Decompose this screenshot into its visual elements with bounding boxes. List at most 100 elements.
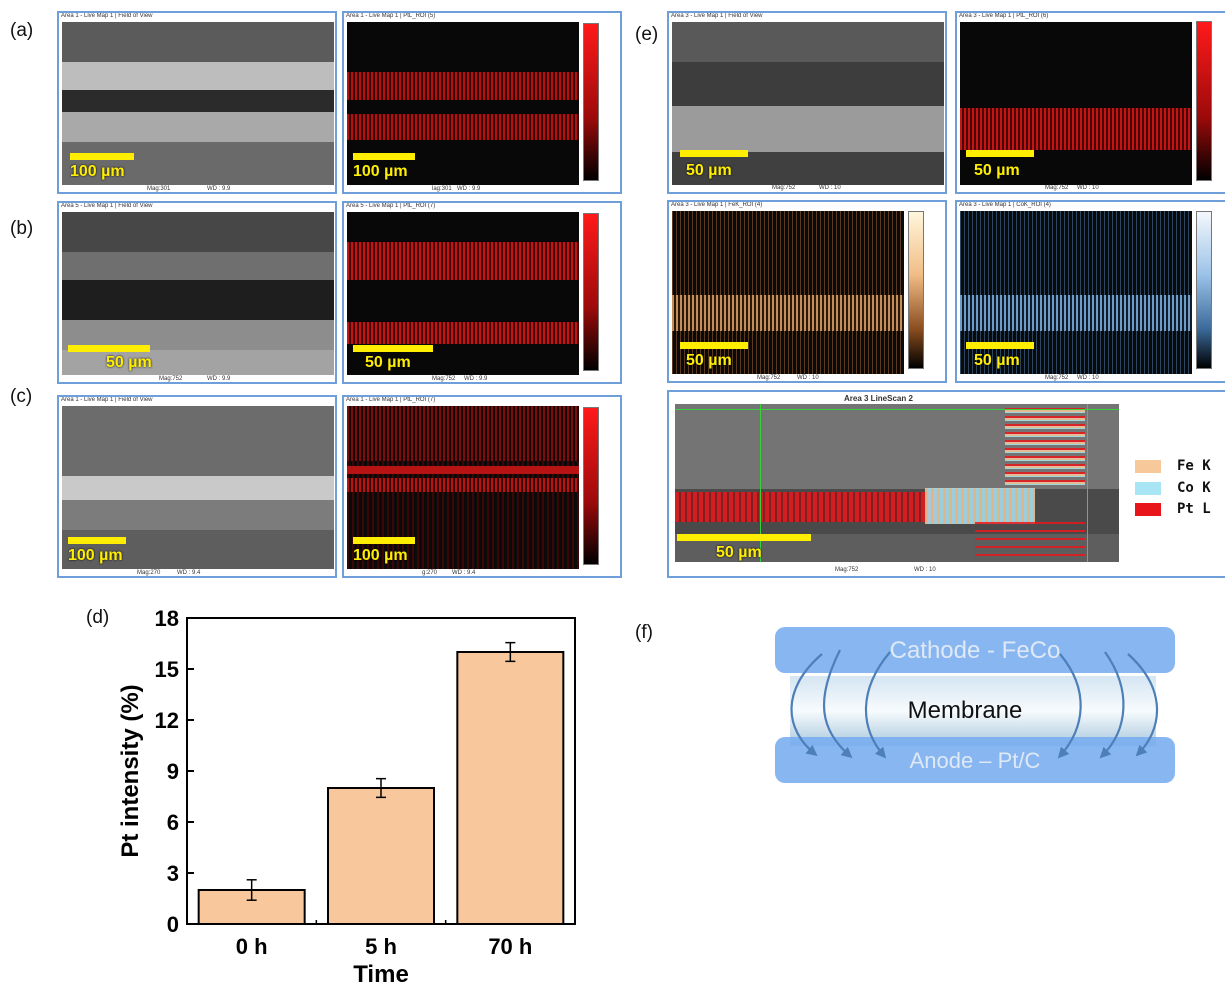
legend-label-co: Co K	[1177, 480, 1211, 496]
pt-elemental-map	[347, 22, 579, 185]
scale-bar	[68, 345, 150, 352]
membrane-schematic: Cathode - FeCo Membrane Anode – Pt/C	[775, 627, 1175, 783]
mag-label: lag:301	[432, 186, 452, 192]
scale-label: 100 µm	[68, 547, 123, 564]
x-axis-label: Time	[353, 961, 409, 988]
fe-map-e: Area 3 - Live Map 1 | FeK_ROI (4) 50 µm …	[667, 200, 947, 383]
cathode-label: Cathode - FeCo	[890, 637, 1061, 664]
mag-label: Mag:752	[1045, 185, 1069, 191]
scale-label: 50 µm	[686, 162, 732, 179]
sem-image-b: Area 5 - Live Map 1 | Field of View 50 µ…	[57, 201, 337, 384]
migration-arrow	[864, 651, 891, 759]
pt-colorbar	[583, 23, 599, 181]
y-tick-label: 9	[167, 759, 179, 784]
wd-label: WD : 10	[819, 185, 841, 191]
mag-label: Mag:270	[137, 570, 161, 576]
bar	[327, 787, 435, 925]
y-tick-label: 6	[167, 810, 179, 835]
wd-label: WD : 9.4	[452, 570, 476, 576]
wd-label: WD : 10	[1077, 185, 1099, 191]
map-title: Area 1 - Live Map 1 | PtL_ROI (7)	[346, 397, 436, 403]
map-title: Area 3 - Live Map 1 | CoK_ROI (4)	[959, 202, 1051, 208]
map-title: Area 1 - Live Map 1 | Field of View	[61, 397, 153, 403]
mag-label: Mag:301	[147, 186, 171, 192]
migration-arrow	[1057, 653, 1082, 759]
panel-label-c: (c)	[10, 386, 33, 407]
legend-swatch-co	[1135, 482, 1161, 495]
scale-bar	[966, 342, 1034, 349]
x-tick-label: 70 h	[488, 934, 532, 959]
wd-label: WD : 9.9	[457, 186, 481, 192]
legend-label-fe: Fe K	[1177, 458, 1211, 474]
map-title: Area 5 - Live Map 1 | PtL_ROI (7)	[346, 203, 436, 209]
scale-bar	[353, 537, 415, 544]
panel-label-a: (a)	[10, 20, 34, 41]
scale-label: 50 µm	[716, 544, 762, 561]
fe-colorbar	[908, 211, 924, 369]
y-tick-label: 18	[155, 606, 179, 631]
linescan-title: Area 3 LineScan 2	[844, 394, 913, 403]
co-map-e: Area 3 - Live Map 1 | CoK_ROI (4) 50 µm …	[955, 200, 1225, 383]
panel-label-d: (d)	[86, 607, 110, 628]
membrane-layer	[790, 676, 1156, 746]
sem-micrograph	[62, 22, 334, 185]
scale-label: 100 µm	[70, 163, 125, 180]
legend-swatch-pt	[1135, 503, 1161, 516]
scale-bar	[68, 537, 126, 544]
map-title: Area 1 - Live Map 1 | PtL_ROI (5)	[346, 13, 436, 19]
pt-intensity-bar-chart: 0 3 6 9 12 15 18 0 h 5 h 70 h Time Pt intensity (%)	[117, 606, 576, 988]
sem-image-e: Area 3 - Live Map 1 | Field of View 50 µ…	[667, 11, 947, 194]
migration-arrow	[790, 653, 823, 757]
sem-micrograph	[62, 212, 334, 375]
mag-label: g:270	[422, 570, 438, 576]
wd-label: WD : 9.9	[207, 376, 231, 382]
mag-label: Mag:752	[835, 567, 859, 573]
map-title: Area 3 - Live Map 1 | Field of View	[671, 13, 763, 19]
map-title: Area 1 - Live Map 1 | Field of View	[61, 13, 153, 19]
pt-elemental-map	[347, 406, 579, 569]
scale-bar	[353, 345, 433, 352]
scale-label: 50 µm	[974, 162, 1020, 179]
scale-label: 50 µm	[106, 354, 152, 371]
scale-bar	[680, 150, 748, 157]
anode-label: Anode – Pt/C	[910, 748, 1041, 773]
scale-bar	[353, 153, 415, 160]
scale-bar	[680, 342, 748, 349]
sem-micrograph	[62, 406, 334, 569]
pt-map-a: Area 1 - Live Map 1 | PtL_ROI (5) 100 µm…	[342, 11, 622, 194]
mag-label: Mag:752	[757, 375, 781, 381]
scale-label: 100 µm	[353, 547, 408, 564]
pt-colorbar	[583, 213, 599, 371]
wd-label: WD : 10	[797, 375, 819, 381]
migration-arrow	[822, 649, 853, 759]
mag-label: Mag:752	[1045, 375, 1069, 381]
scale-label: 100 µm	[353, 163, 408, 180]
scale-bar	[677, 534, 811, 541]
migration-arrow	[1127, 653, 1159, 757]
co-elemental-map	[960, 211, 1192, 374]
cathode-layer	[775, 627, 1175, 673]
x-tick-label: 5 h	[365, 934, 397, 959]
map-title: Area 5 - Live Map 1 | Field of View	[61, 203, 153, 209]
pt-map-b: Area 5 - Live Map 1 | PtL_ROI (7) 50 µm …	[342, 201, 622, 384]
legend-swatch-fe	[1135, 460, 1161, 473]
wd-label: WD : 9.4	[177, 570, 201, 576]
legend-label-pt: Pt L	[1177, 501, 1211, 517]
pt-elemental-map	[960, 22, 1192, 185]
sem-image-a: Area 1 - Live Map 1 | Field of View 100 …	[57, 11, 337, 194]
migration-arrow	[1099, 651, 1125, 759]
y-tick-label: 12	[155, 708, 179, 733]
panel-label-e: (e)	[635, 24, 659, 45]
panel-label-b: (b)	[10, 218, 34, 239]
mag-label: Mag:752	[432, 376, 456, 382]
mag-label: Mag:752	[772, 185, 796, 191]
pt-colorbar	[583, 407, 599, 565]
scale-label: 50 µm	[365, 354, 411, 371]
wd-label: WD : 10	[914, 567, 936, 573]
map-title: Area 3 - Live Map 1 | FeK_ROI (4)	[671, 202, 763, 208]
scale-bar	[70, 153, 134, 160]
wd-label: WD : 9.9	[464, 376, 488, 382]
panel-label-f: (f)	[635, 622, 653, 643]
scale-label: 50 µm	[974, 352, 1020, 369]
fe-elemental-map	[672, 211, 904, 374]
